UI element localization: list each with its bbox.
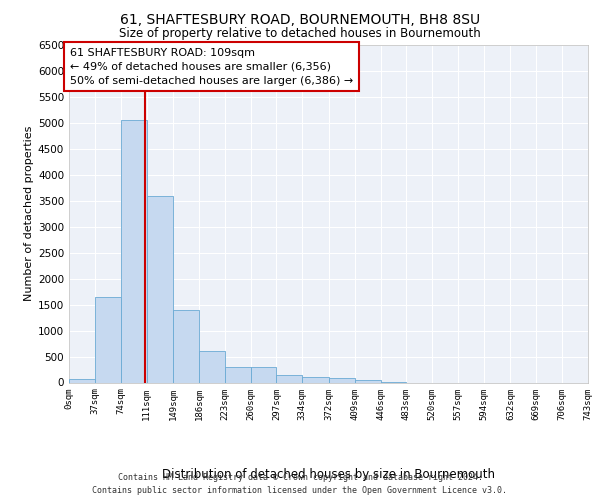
Bar bbox=[69, 379, 95, 382]
Y-axis label: Number of detached properties: Number of detached properties bbox=[24, 126, 34, 302]
Text: 61 SHAFTESBURY ROAD: 109sqm
← 49% of detached houses are smaller (6,356)
50% of : 61 SHAFTESBURY ROAD: 109sqm ← 49% of det… bbox=[70, 48, 353, 86]
Bar bbox=[355, 380, 380, 382]
Bar bbox=[302, 377, 329, 382]
Bar bbox=[173, 310, 199, 382]
X-axis label: Distribution of detached houses by size in Bournemouth: Distribution of detached houses by size … bbox=[162, 468, 495, 481]
Text: Contains HM Land Registry data © Crown copyright and database right 2024.
Contai: Contains HM Land Registry data © Crown c… bbox=[92, 474, 508, 495]
Bar bbox=[251, 368, 277, 382]
Bar bbox=[146, 196, 173, 382]
Text: Size of property relative to detached houses in Bournemouth: Size of property relative to detached ho… bbox=[119, 28, 481, 40]
Bar bbox=[95, 297, 121, 382]
Bar bbox=[329, 378, 355, 382]
Bar bbox=[225, 367, 251, 382]
Bar bbox=[121, 120, 146, 382]
Bar bbox=[199, 351, 225, 382]
Bar bbox=[277, 375, 302, 382]
Text: 61, SHAFTESBURY ROAD, BOURNEMOUTH, BH8 8SU: 61, SHAFTESBURY ROAD, BOURNEMOUTH, BH8 8… bbox=[120, 12, 480, 26]
